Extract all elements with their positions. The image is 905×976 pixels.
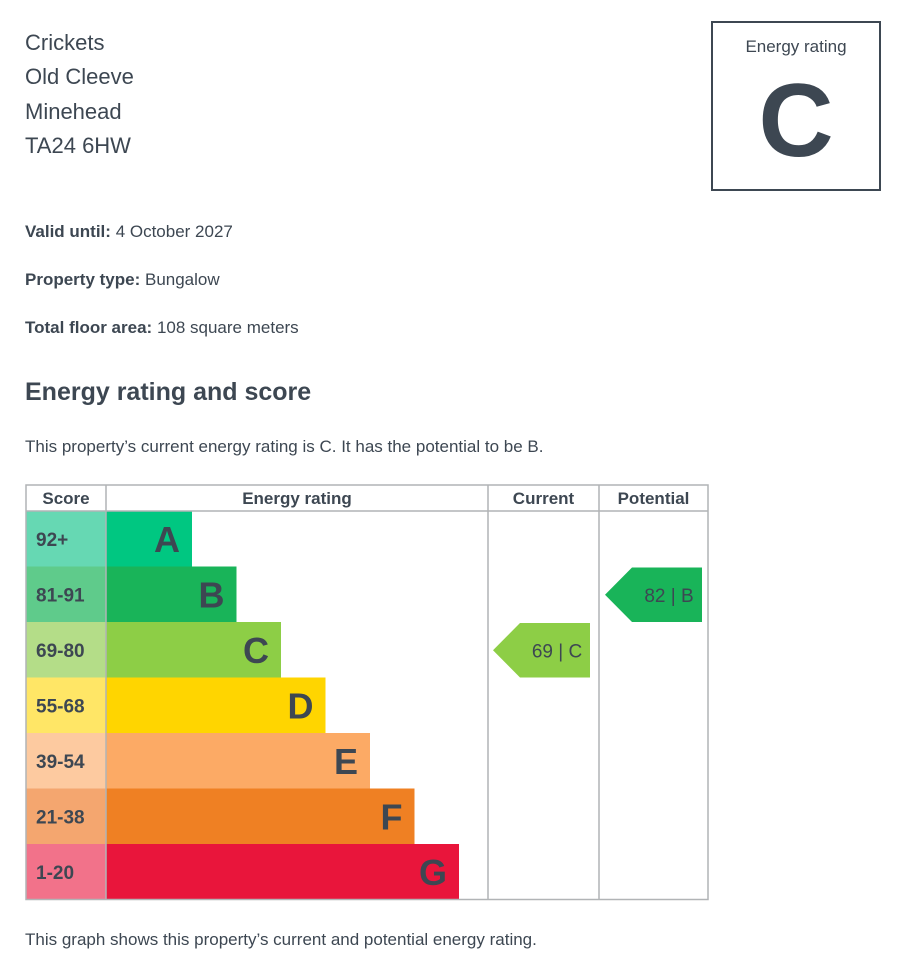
score-label-d: 55-68 [36,696,85,717]
rating-bar-e [106,733,370,789]
floor-area-value: 108 square meters [156,318,299,337]
address-line-3: Minehead [25,98,122,124]
header-current: Current [513,489,575,508]
energy-rating-box: Energy rating C [711,21,881,191]
rating-bar-c [106,622,281,678]
score-cell-d [26,677,106,733]
score-label-b: 81-91 [36,585,85,606]
score-label-f: 21-38 [36,807,85,828]
rating-letter-c: C [243,630,269,671]
energy-rating-letter: C [758,63,834,179]
rating-bar-b [106,566,237,622]
score-cell-e [26,733,106,789]
rating-bar-f [106,788,415,844]
valid-until-label: Valid until: [25,222,111,241]
rating-letter-f: F [381,796,403,837]
header-score: Score [42,489,89,508]
property-type-value: Bungalow [144,270,220,289]
score-label-a: 92+ [36,530,68,551]
floor-area-label: Total floor area: [25,318,153,337]
score-cell-g [26,844,106,900]
rating-letter-e: E [334,741,358,782]
rating-bar-d [106,677,326,733]
address-postcode: TA24 6HW [25,132,131,158]
score-cell-a [26,511,106,567]
rating-letter-a: A [154,519,180,560]
rating-bar-g [106,844,459,900]
potential-rating-arrow [605,567,702,622]
valid-until-value: 4 October 2027 [115,222,233,241]
potential-rating-label: 82 | B [644,586,693,607]
property-address: Crickets Old Cleeve Minehead TA24 6HW [25,26,134,163]
current-rating-label: 69 | C [532,641,582,662]
property-type: Property type: Bungalow [25,270,220,290]
address-line-2: Old Cleeve [25,64,134,90]
score-label-c: 69-80 [36,641,85,662]
rating-letter-g: G [419,852,447,893]
energy-rating-box-label: Energy rating [745,37,847,56]
header-energy-rating: Energy rating [242,489,352,508]
section-title: Energy rating and score [25,378,312,406]
score-cell-b [26,566,106,622]
score-cell-c [26,622,106,678]
rating-bar-a [106,511,192,567]
rating-letter-b: B [199,574,225,615]
header-potential: Potential [618,489,690,508]
score-label-g: 1-20 [36,863,74,884]
score-label-e: 39-54 [36,752,85,773]
valid-until: Valid until: 4 October 2027 [25,222,233,242]
property-type-label: Property type: [25,270,141,289]
chart-footnote: This graph shows this property’s current… [25,930,537,949]
chart-border [25,484,709,901]
current-rating-arrow [493,623,590,678]
rating-letter-d: D [288,685,314,726]
address-line-1: Crickets [25,30,105,55]
floor-area: Total floor area: 108 square meters [25,318,299,338]
rating-summary: This property’s current energy rating is… [25,437,544,456]
score-cell-f [26,788,106,844]
